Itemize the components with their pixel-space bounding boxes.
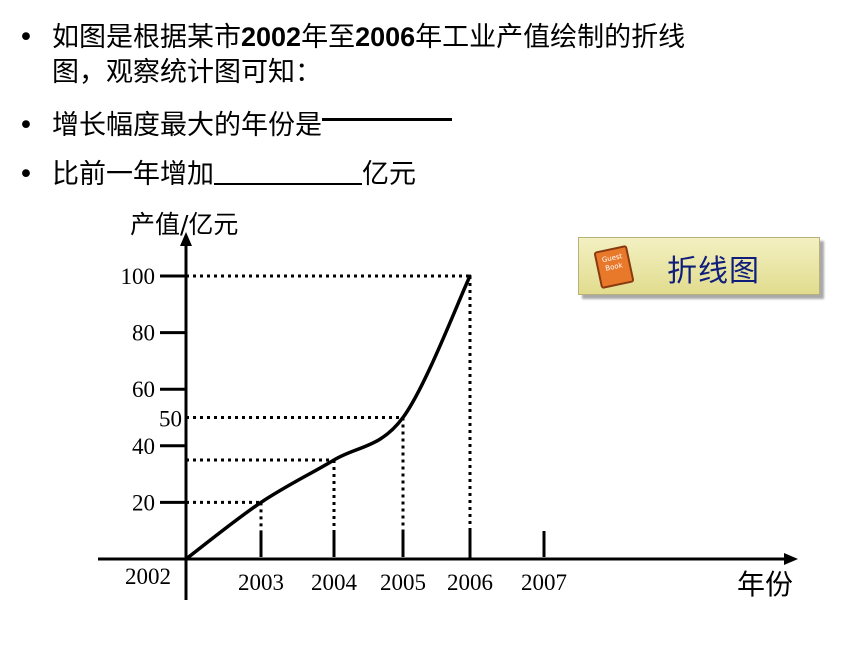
unit-label: 亿元: [362, 159, 416, 190]
question-text-a: 如图是根据某市: [52, 22, 241, 53]
answer-blank-1[interactable]: [322, 118, 452, 121]
x-tick-label: 2006: [447, 570, 493, 595]
book-icon: Guest Book: [593, 244, 635, 290]
data-point: [332, 458, 336, 462]
x-tick-label: 2005: [380, 570, 426, 595]
dotted-guides: [186, 274, 472, 559]
question-text-b: 年至: [301, 22, 356, 53]
max-growth-question: 增长幅度最大的年份是: [52, 110, 322, 141]
bullet-dot: •: [18, 110, 34, 141]
bullet-dot: •: [18, 159, 34, 190]
question-line-3: • 比前一年增加 亿元: [18, 158, 416, 192]
axis-ticks: [160, 274, 546, 557]
x-tick-label: 2007: [521, 570, 567, 595]
series-group: [184, 274, 472, 561]
axis-labels: 20 40 60 80 100 2002 2003 2004 2005 2006 2007 50 产值/…: [121, 210, 794, 601]
data-point: [259, 500, 263, 504]
increase-question: 比前一年增加: [52, 159, 214, 190]
x-tick-label: 2002: [125, 564, 171, 589]
chart-type-tag: Guest Book 折线图: [578, 237, 820, 295]
data-point: [401, 416, 405, 419]
question-text-c: 年工业产值绘制的折线: [415, 22, 686, 53]
y-tick-label: 20: [132, 490, 155, 515]
x-tick-label: 2003: [238, 570, 284, 595]
answer-blank-2[interactable]: [214, 183, 362, 185]
y-tick-label: 40: [132, 434, 155, 459]
end-year: 2006: [355, 22, 416, 52]
y-tick-label: 60: [132, 377, 155, 402]
chart-type-label: 折线图: [667, 254, 760, 289]
series-line: [184, 275, 472, 561]
x-axis-arrow: [784, 553, 798, 565]
question-line-1-cont: 图，观察统计图可知：: [52, 57, 322, 88]
data-point: [468, 274, 472, 278]
x-tick-label: 2004: [311, 570, 358, 595]
question-line-2: • 增长幅度最大的年份是: [18, 109, 452, 143]
y-axis-arrow: [180, 232, 192, 246]
y-axis-title: 产值/亿元: [130, 210, 238, 239]
y-tick-label: 80: [132, 321, 155, 346]
y-tick-label: 100: [121, 264, 156, 289]
data-point: [184, 557, 188, 561]
x-axis-title: 年份: [737, 568, 793, 601]
annotation-label: 50: [159, 407, 182, 432]
start-year: 2002: [241, 22, 302, 52]
question-line-1: • 如图是根据某市2002年至2006年工业产值绘制的折线: [18, 20, 685, 55]
bullet-dot: •: [18, 22, 34, 53]
chart-axes: [98, 232, 798, 600]
